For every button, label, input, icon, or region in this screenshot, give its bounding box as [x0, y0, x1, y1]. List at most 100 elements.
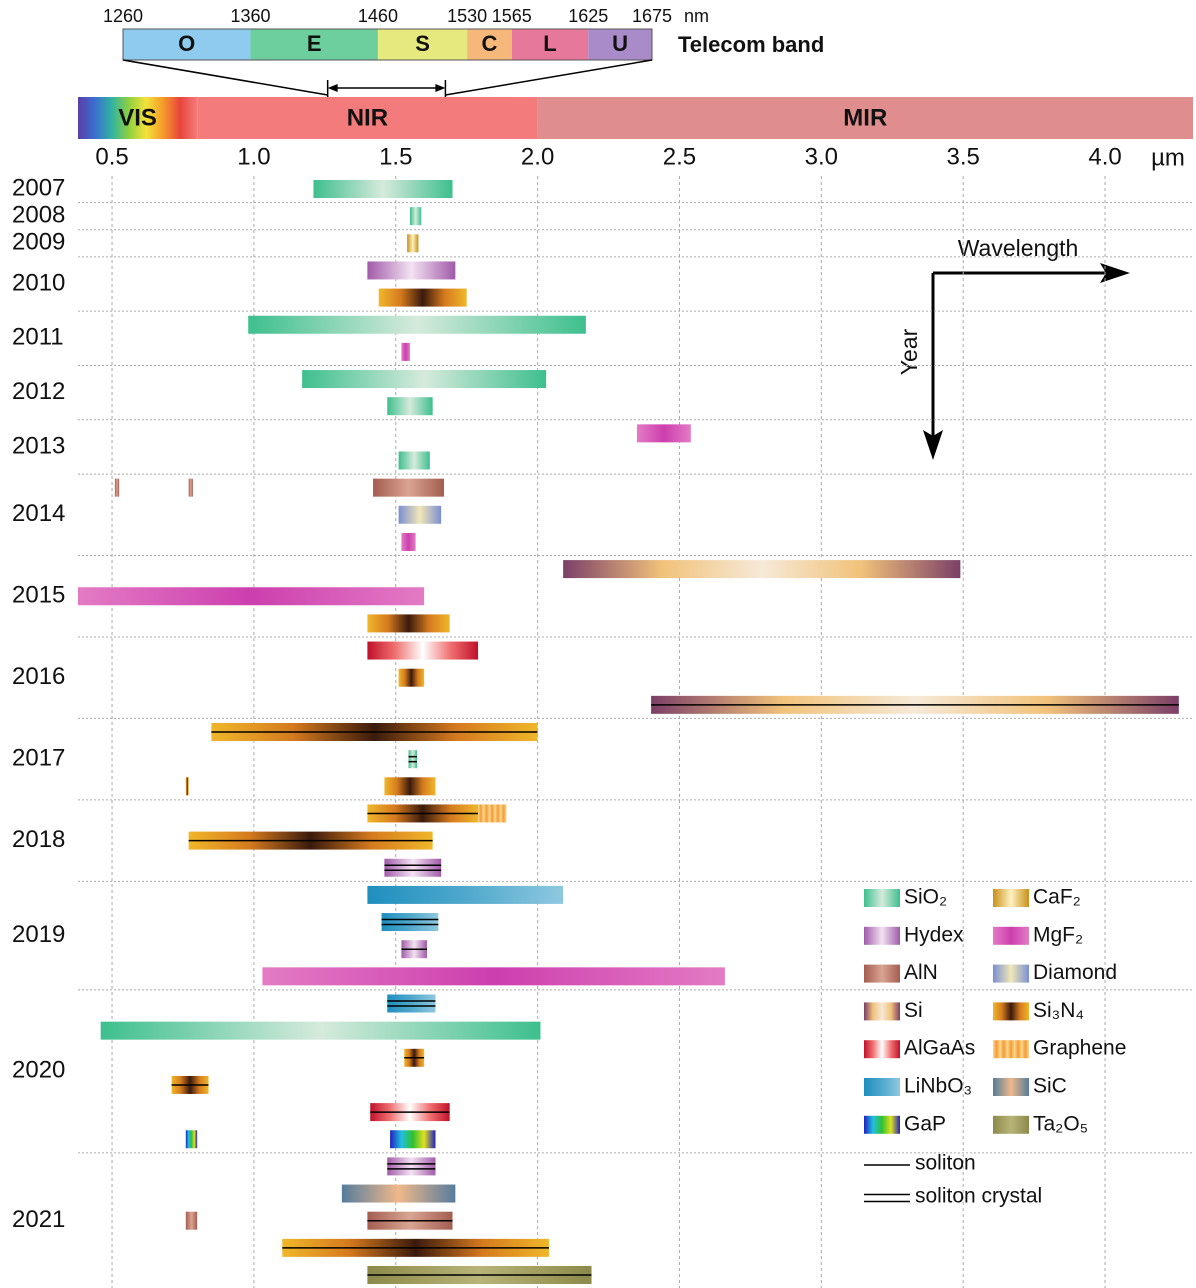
legend-label: LiNbO₃: [904, 1075, 972, 1098]
year-label: 2020: [12, 1057, 65, 1084]
spectrum-label: NIR: [347, 104, 388, 131]
year-label: 2013: [12, 432, 65, 459]
legend-swatch: [864, 926, 900, 945]
legend-swatch: [864, 1115, 900, 1134]
legend-label: Si₃N₄: [1033, 999, 1084, 1022]
telecom-band-label: Telecom band: [678, 32, 824, 57]
legend-swatch: [864, 1040, 900, 1059]
range-bar: [373, 478, 444, 497]
arrow-head: [435, 84, 446, 92]
range-bar: [478, 804, 507, 823]
year-annotation: Year: [896, 328, 922, 375]
legend-label: GaP: [904, 1112, 946, 1135]
telecom-band: [377, 29, 468, 60]
legend-label: soliton: [915, 1152, 976, 1175]
range-bar: [248, 315, 586, 334]
range-bar: [185, 1211, 198, 1230]
legend-swatch: [993, 1002, 1029, 1021]
telecom-band: [588, 29, 652, 60]
spectrum-label: MIR: [843, 104, 887, 131]
range-bar: [367, 885, 564, 904]
year-label: 2016: [12, 663, 65, 690]
unit-label: nm: [684, 6, 709, 26]
band-label: O: [178, 31, 195, 56]
range-bar: [367, 641, 479, 660]
legend-label: Graphene: [1033, 1037, 1126, 1060]
year-label: 2007: [12, 174, 65, 201]
telecom-band: [511, 29, 589, 60]
range-bar: [384, 858, 442, 877]
year-label: 2008: [12, 201, 65, 228]
range-bar: [262, 967, 725, 986]
x-unit: µm: [1151, 144, 1185, 171]
year-label: 2017: [12, 744, 65, 771]
edge-label: 1460: [358, 6, 398, 26]
x-tick-label: 3.0: [805, 143, 838, 170]
telecom-band-frame: [122, 28, 653, 61]
legend-swatch: [993, 1040, 1029, 1059]
band-label: C: [482, 31, 498, 56]
year-label: 2021: [12, 1206, 65, 1233]
range-bar: [188, 478, 193, 497]
arrow-head: [327, 84, 338, 92]
year-label: 2019: [12, 921, 65, 948]
telecom-band: [250, 29, 378, 60]
range-bar: [408, 750, 418, 769]
year-label: 2010: [12, 269, 65, 296]
legend-label: Si: [904, 999, 923, 1022]
year-label: 2012: [12, 378, 65, 405]
spectrum-region: [78, 97, 198, 139]
range-bar: [302, 370, 547, 389]
spectrum-region: [197, 97, 538, 139]
x-tick-label: 2.5: [663, 143, 696, 170]
legend-swatch: [993, 889, 1029, 907]
range-bar: [341, 1184, 456, 1203]
legend-swatch: [993, 964, 1029, 983]
edge-label: 1530: [447, 6, 487, 26]
range-bar: [401, 342, 410, 361]
x-tick-label: 1.5: [379, 143, 412, 170]
legend-label: AlGaAs: [904, 1037, 975, 1060]
range-bar: [114, 478, 120, 497]
band-label: E: [307, 31, 322, 56]
edge-label: 1625: [568, 6, 608, 26]
legend-label: CaF₂: [1033, 886, 1081, 909]
band-label: U: [612, 31, 628, 56]
arrow-head: [923, 430, 943, 460]
year-label: 2009: [12, 229, 65, 256]
legend-label: Ta₂O₅: [1033, 1112, 1088, 1135]
legend-swatch: [864, 889, 900, 907]
legend-label: Hydex: [904, 923, 964, 946]
x-tick-label: 1.0: [237, 143, 270, 170]
range-bar: [407, 234, 419, 253]
range-bar: [409, 207, 422, 226]
x-tick-label: 2.0: [521, 143, 554, 170]
year-label: 2014: [12, 500, 65, 527]
legend-swatch: [864, 1002, 900, 1021]
range-bar: [384, 777, 436, 796]
range-bar: [398, 668, 425, 687]
range-bar: [563, 560, 961, 579]
range-bar: [387, 1157, 436, 1176]
legend-label: MgF₂: [1033, 923, 1083, 946]
range-bar: [313, 180, 453, 198]
range-bar: [367, 261, 456, 280]
bars: [78, 180, 1179, 1284]
arrow-head: [1100, 263, 1130, 283]
x-tick-label: 3.5: [947, 143, 980, 170]
range-bar: [387, 994, 436, 1013]
edge-label: 1675: [632, 6, 672, 26]
range-bar: [185, 1130, 198, 1149]
legend-label: AlN: [904, 961, 938, 984]
legend-swatch: [993, 926, 1029, 945]
telecom-band: [123, 29, 251, 60]
legend-swatch: [864, 1078, 900, 1096]
year-label: 2011: [12, 324, 64, 351]
spectrum-label: VIS: [118, 104, 157, 131]
range-bar: [100, 1021, 541, 1040]
spectrum-region: [537, 97, 1193, 139]
legend-swatch: [993, 1078, 1029, 1096]
zoom-connector: [445, 59, 653, 96]
range-bar: [381, 913, 439, 932]
